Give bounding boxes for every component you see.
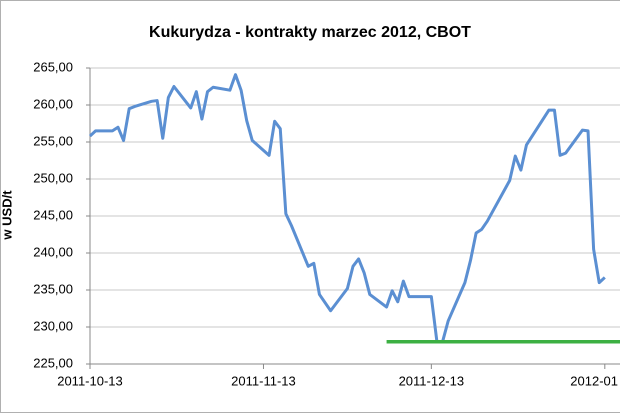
y-tick-label: 255,00 [33, 133, 73, 148]
x-tick-label: 2011-12-13 [399, 373, 465, 388]
y-tick-label: 240,00 [33, 244, 73, 259]
x-tick-label: 2011-10-13 [57, 373, 123, 388]
x-tick-label: 2012-01 [570, 373, 618, 388]
y-tick-label: 265,00 [33, 59, 73, 74]
y-tick-label: 235,00 [33, 281, 73, 296]
y-axis-label: w USD/t [0, 190, 14, 241]
y-tick-label: 230,00 [33, 318, 73, 333]
y-tick-label: 250,00 [33, 170, 73, 185]
price-line [88, 73, 606, 344]
y-tick-label: 245,00 [33, 207, 73, 222]
chart-title: Kukurydza - kontrakty marzec 2012, CBOT [149, 24, 471, 41]
y-tick-label: 225,00 [33, 355, 73, 370]
y-tick-label: 260,00 [33, 96, 73, 111]
x-tick-label: 2011-11-13 [231, 373, 296, 388]
